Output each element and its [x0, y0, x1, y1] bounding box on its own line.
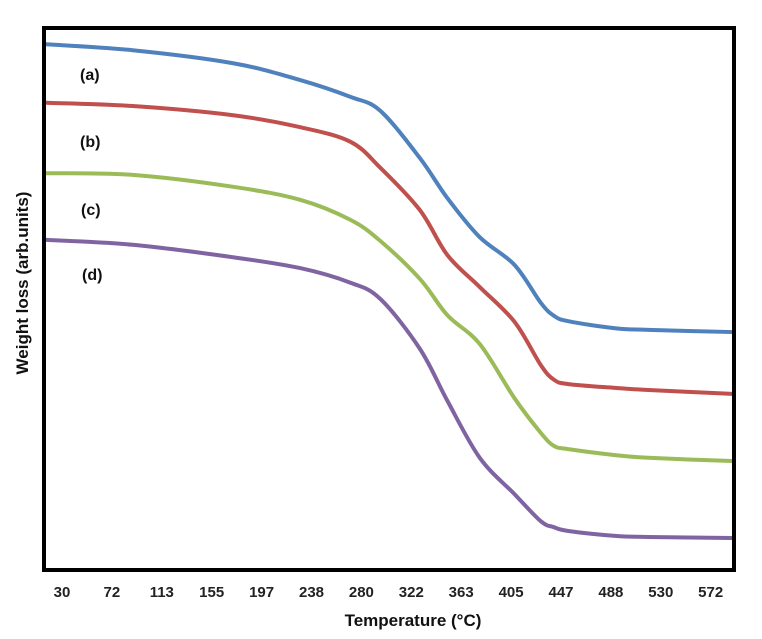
series-label-c: (c)	[81, 202, 101, 219]
y-axis-title: Weight loss (arb.units)	[13, 192, 32, 375]
x-tick-label: 447	[548, 584, 573, 601]
x-tick-label: 113	[150, 584, 174, 601]
x-tick-label: 238	[299, 584, 324, 601]
series-label-a: (a)	[80, 67, 100, 84]
x-tick-label: 155	[199, 584, 224, 601]
x-tick-label: 488	[598, 584, 623, 601]
x-tick-label: 72	[104, 584, 121, 601]
x-tick-label: 280	[349, 584, 374, 601]
x-tick-label: 363	[449, 584, 474, 601]
series-line-d	[44, 237, 735, 541]
plot-frame	[42, 26, 736, 572]
x-tick-label: 30	[54, 584, 71, 601]
x-axis-title: Temperature (°C)	[345, 611, 482, 630]
series-line-c	[44, 171, 735, 464]
series-label-b: (b)	[80, 134, 100, 151]
x-tick-label: 405	[499, 584, 524, 601]
series-line-b	[44, 100, 735, 396]
series-label-d: (d)	[82, 267, 102, 284]
x-tick-label: 197	[249, 584, 274, 601]
x-tick-label: 322	[399, 584, 424, 601]
x-tick-label: 530	[648, 584, 673, 601]
x-tick-label: 572	[698, 584, 723, 601]
series-line-a	[44, 42, 735, 335]
